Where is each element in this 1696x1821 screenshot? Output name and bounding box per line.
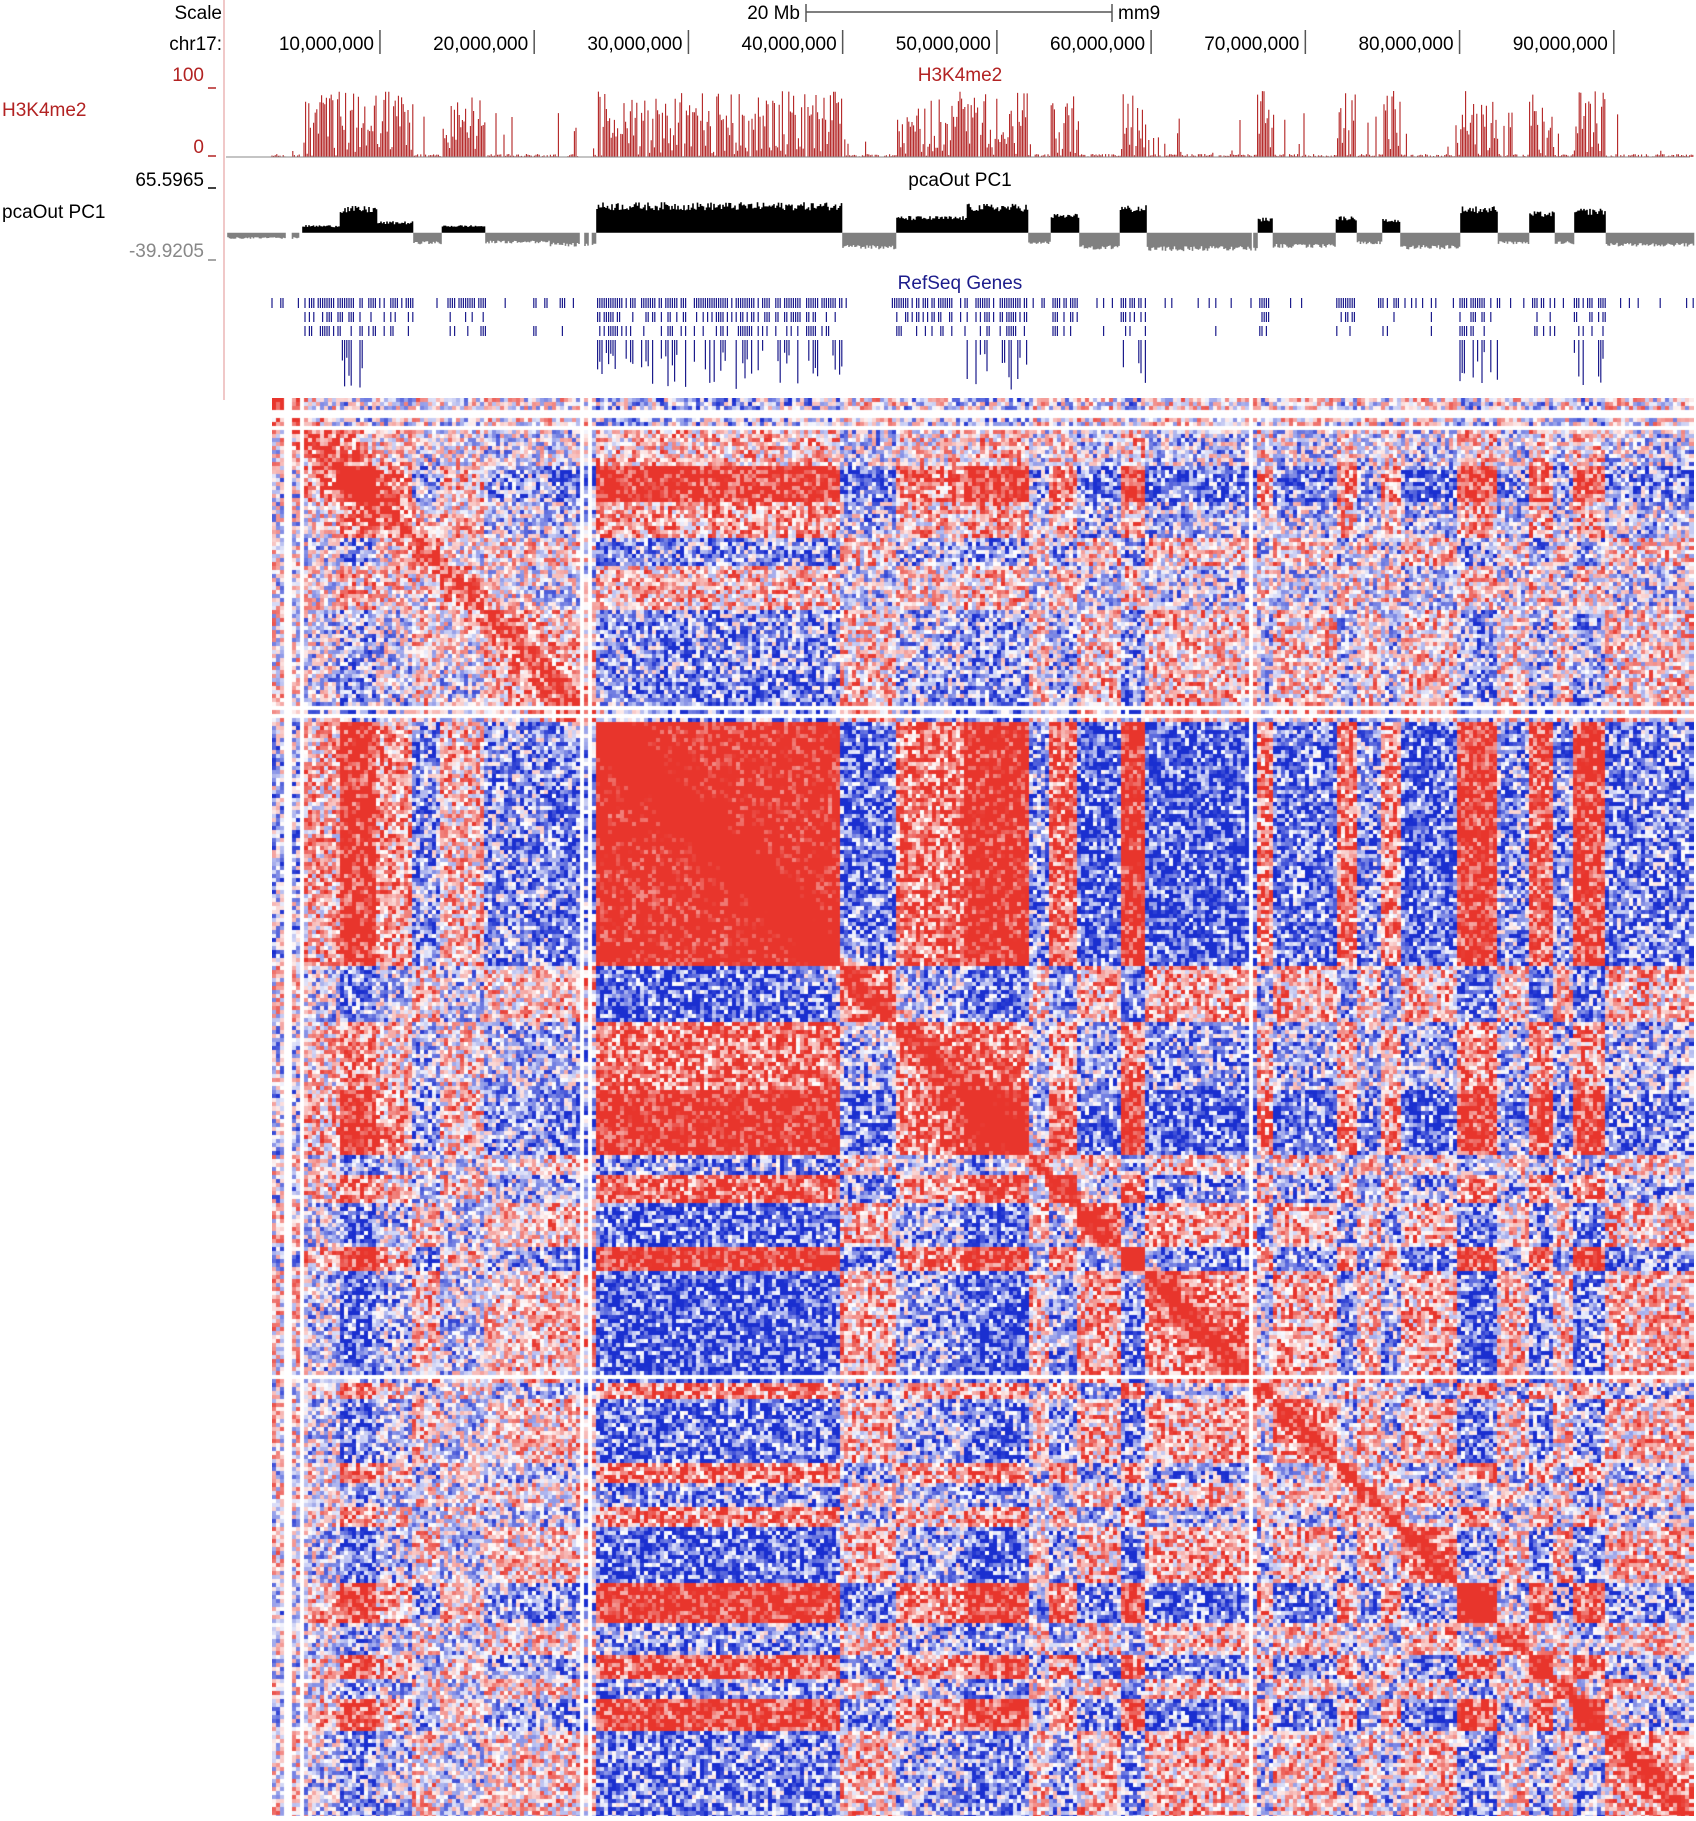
h3k4me2-max-label: 100 bbox=[172, 65, 204, 86]
scale-label: Scale bbox=[174, 3, 222, 24]
axis-tick-label: 70,000,000 bbox=[1204, 34, 1299, 55]
h3k4me2-track-label: H3K4me2 bbox=[2, 100, 87, 121]
axis-tick-label: 60,000,000 bbox=[1050, 34, 1145, 55]
axis-tick-label: 30,000,000 bbox=[587, 34, 682, 55]
h3k4me2-bars bbox=[271, 91, 1694, 157]
refseq-center-label: RefSeq Genes bbox=[898, 273, 1023, 294]
refseq-genes bbox=[271, 298, 1694, 390]
pca-signal bbox=[227, 202, 1695, 252]
scale-bar-label: 20 Mb bbox=[747, 3, 800, 24]
axis-tick-label: 50,000,000 bbox=[896, 34, 991, 55]
axis-tick-label: 20,000,000 bbox=[433, 34, 528, 55]
h3k4me2-signal bbox=[271, 91, 1694, 157]
axis-tick-label: 40,000,000 bbox=[742, 34, 837, 55]
pca-negative bbox=[227, 232, 1695, 252]
scale-assembly-label: mm9 bbox=[1118, 3, 1160, 24]
axis-tick-label: 80,000,000 bbox=[1358, 34, 1453, 55]
pca-positive bbox=[302, 202, 1606, 233]
pca-max-label: 65.5965 bbox=[135, 170, 204, 191]
pca-min-label: -39.9205 bbox=[129, 241, 204, 262]
contact-heatmap bbox=[272, 398, 1694, 1816]
pca-track-label: pcaOut PC1 bbox=[2, 202, 106, 223]
chromosome-label: chr17: bbox=[169, 34, 222, 55]
h3k4me2-min-label: 0 bbox=[193, 137, 204, 158]
position-axis: 10,000,000 20,000,000 30,000,000 40,000,000… bbox=[279, 30, 1615, 55]
refseq-gene-marks bbox=[271, 298, 1694, 390]
pca-center-label: pcaOut PC1 bbox=[908, 170, 1012, 191]
axis-tick-label: 10,000,000 bbox=[279, 34, 374, 55]
scale-bar bbox=[805, 4, 1113, 22]
h3k4me2-center-label: H3K4me2 bbox=[918, 65, 1003, 86]
axis-tick-label: 90,000,000 bbox=[1513, 34, 1608, 55]
